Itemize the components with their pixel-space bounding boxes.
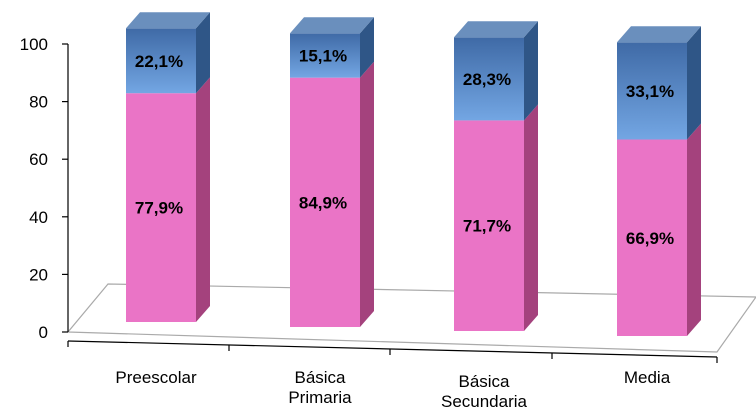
bar-segment xyxy=(290,17,374,78)
bar-side xyxy=(687,123,701,336)
y-tick-label: 60 xyxy=(29,150,48,169)
y-tick-label: 20 xyxy=(29,265,48,284)
bar-segment xyxy=(290,61,374,327)
category-label: Secundaria xyxy=(441,392,528,411)
category-label: Media xyxy=(624,368,671,387)
category-label: Básica xyxy=(458,372,510,391)
bar-front xyxy=(126,93,196,322)
y-tick-label: 100 xyxy=(20,35,48,54)
data-label: 15,1% xyxy=(299,46,347,65)
bar-front xyxy=(454,37,524,121)
bar-front xyxy=(617,42,687,140)
bar-segment xyxy=(454,21,538,121)
bar-segment xyxy=(454,104,538,332)
bar-side xyxy=(524,21,538,121)
bar-front xyxy=(290,77,360,327)
bar-front xyxy=(290,33,360,78)
category-label: Básica xyxy=(294,368,346,387)
bar-side xyxy=(196,77,210,322)
category-label: Primaria xyxy=(288,388,352,407)
bar-top xyxy=(126,12,210,29)
data-label: 66,9% xyxy=(626,229,674,248)
bar-segment xyxy=(617,26,701,140)
x-axis-line xyxy=(67,340,718,358)
bar-side xyxy=(524,104,538,332)
bar-side xyxy=(196,12,210,94)
data-label: 28,3% xyxy=(463,70,511,89)
data-label: 84,9% xyxy=(299,193,347,212)
bar-segment xyxy=(617,123,701,336)
bar-side xyxy=(360,17,374,78)
bar-top xyxy=(617,26,701,43)
data-label: 71,7% xyxy=(463,217,511,236)
bar-segment xyxy=(126,12,210,94)
chart-floor xyxy=(66,283,756,353)
bar-top xyxy=(290,17,374,34)
category-label: Preescolar xyxy=(115,368,197,387)
bar-front xyxy=(454,120,524,331)
data-label: 77,9% xyxy=(135,199,183,218)
bar-segment xyxy=(126,77,210,322)
y-tick-label: 80 xyxy=(29,93,48,112)
data-label: 33,1% xyxy=(626,82,674,101)
data-label: 22,1% xyxy=(135,52,183,71)
bar-top xyxy=(454,21,538,38)
y-tick-label: 40 xyxy=(29,208,48,227)
bar-side xyxy=(687,26,701,140)
bar-side xyxy=(360,61,374,327)
bar-front xyxy=(126,28,196,94)
bar-front xyxy=(617,139,687,336)
y-tick-label: 0 xyxy=(39,323,48,342)
